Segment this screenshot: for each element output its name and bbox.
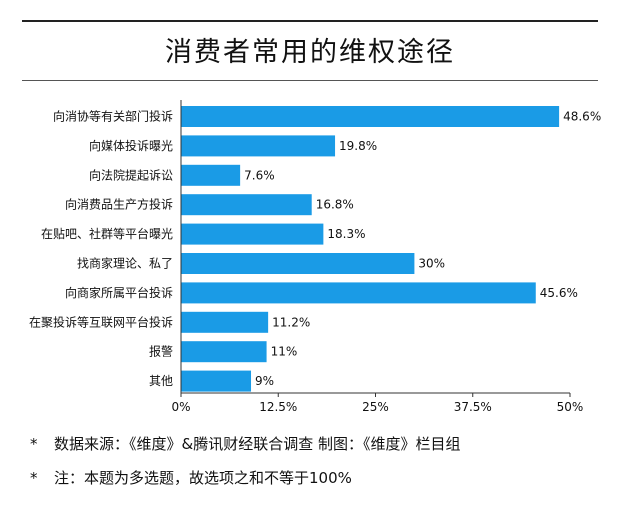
category-label-4: 在贴吧、社群等平台曝光 [41,226,173,241]
multi-choice-note-marker: * [30,469,38,487]
bar-2 [181,164,241,186]
bar-1 [181,135,336,157]
category-label-5: 找商家理论、私了 [77,256,173,271]
source-note-text: 数据来源：《维度》&腾讯财经联合调查 制图：《维度》栏目组 [54,435,461,453]
value-label-5: 30% [418,257,445,271]
title-top-rule [22,20,598,22]
value-label-2: 7.6% [244,168,274,182]
category-label-0: 向消协等有关部门投诉 [53,109,173,124]
value-label-9: 9% [255,374,274,388]
x-tick-label-2: 25% [362,400,389,414]
bar-5 [181,253,415,274]
x-tick-label-1: 12.5% [259,400,297,414]
bar-chart: 向消协等有关部门投诉 48.6% 向媒体投诉曝光 19.8% 向法院提起诉讼 7.6% 向消… [29,100,601,414]
bar-3 [181,194,312,216]
value-label-3: 16.8% [316,198,354,212]
category-label-2: 向法院提起诉讼 [89,167,173,182]
value-label-1: 19.8% [339,139,377,153]
source-note-marker: * [30,435,38,453]
x-tick-label-3: 37.5% [454,400,492,414]
chart-title: 消费者常用的维权途径 [165,37,455,68]
x-tick-label-4: 50% [557,400,584,414]
value-label-8: 11% [271,345,298,359]
bar-7 [181,311,269,333]
category-label-9: 其他 [149,374,173,388]
value-label-0: 48.6% [563,110,601,124]
title-bottom-rule [22,80,598,81]
x-tick-label-0: 0% [171,400,190,414]
value-label-4: 18.3% [327,227,365,241]
footnotes: * 数据来源：《维度》&腾讯财经联合调查 制图：《维度》栏目组 * 注：本题为多选题… [30,434,460,502]
bar-9 [181,370,252,392]
bar-8 [181,341,267,363]
bar-0 [181,106,560,127]
multi-choice-note-text: 注：本题为多选题，故选项之和不等于100% [54,469,352,487]
category-label-8: 报警 [149,344,173,359]
multi-choice-note: * 注：本题为多选题，故选项之和不等于100% [30,468,460,502]
category-label-6: 向商家所属平台投诉 [65,285,173,300]
value-label-7: 11.2% [272,315,310,329]
bar-4 [181,223,324,245]
source-note: * 数据来源：《维度》&腾讯财经联合调查 制图：《维度》栏目组 [30,434,460,468]
value-label-6: 45.6% [540,286,578,300]
bar-6 [181,282,536,304]
category-label-1: 向媒体投诉曝光 [89,138,173,153]
category-label-3: 向消费品生产方投诉 [65,197,173,212]
category-label-7: 在聚投诉等互联网平台投诉 [29,314,173,329]
